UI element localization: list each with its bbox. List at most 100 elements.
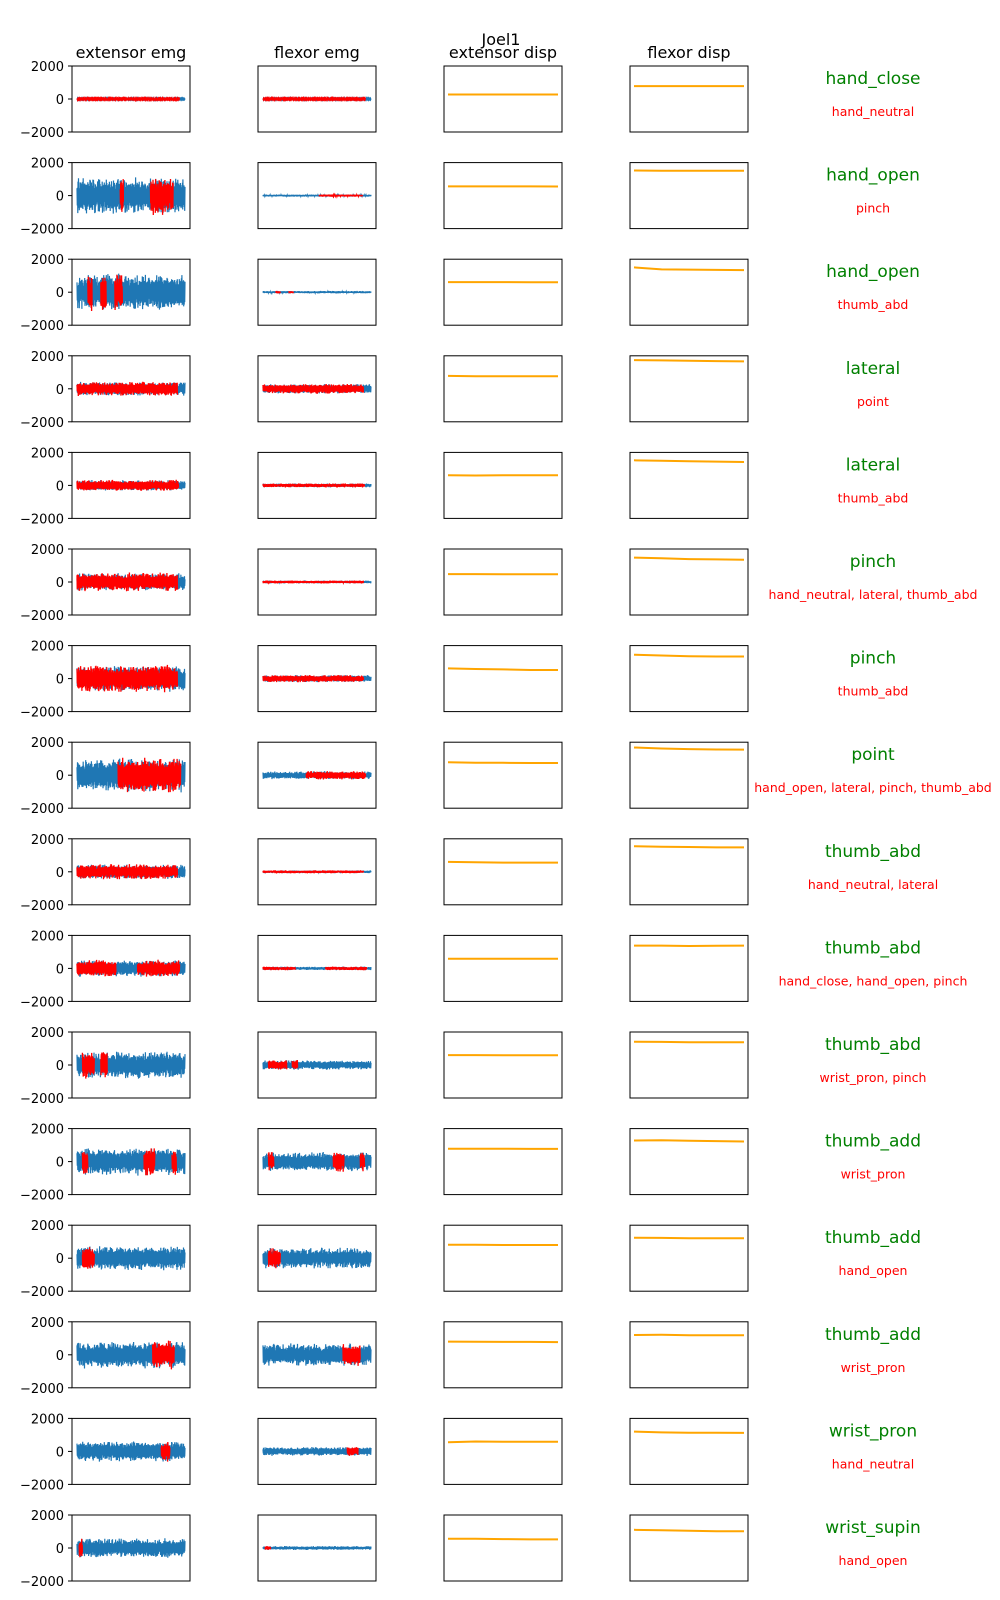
- emg-highlight-line: [262, 95, 367, 103]
- emg-highlight-line: [267, 1060, 288, 1070]
- y-tick-label: −2000: [20, 1575, 64, 1590]
- panel-frame-1: [257, 451, 377, 519]
- displacement-line: [633, 845, 744, 849]
- row-14: 2000 0 −2000 wrist_pron hand_neutral: [20, 1412, 917, 1493]
- y-tick-label: 0: [56, 93, 64, 108]
- emg-highlight-line: [267, 1152, 275, 1171]
- emg-highlight-line: [264, 1546, 272, 1550]
- panel-frame-2: [443, 741, 563, 809]
- y-tick-label: 2000: [31, 640, 64, 655]
- emg-highlight-line: [76, 959, 117, 977]
- gesture-label: hand_open: [826, 166, 920, 186]
- row-4: 2000 0 −2000 lateral thumb_abd: [20, 446, 908, 527]
- confusion-label: hand_neutral, lateral, thumb_abd: [769, 587, 978, 602]
- y-tick-label: 2000: [31, 253, 64, 268]
- gesture-label: wrist_pron: [829, 1421, 917, 1441]
- displacement-line: [447, 860, 558, 864]
- emg-highlight-line: [262, 966, 297, 971]
- panel-frame-0: [71, 934, 191, 1002]
- emg-highlight-line: [114, 274, 124, 311]
- panel-frame-3: [629, 838, 749, 906]
- emg-highlight-line: [136, 959, 181, 977]
- row-15: 2000 0 −2000 wrist_supin hand_open: [20, 1509, 921, 1590]
- emg-signal-line: [262, 1546, 372, 1550]
- emg-highlight-line: [342, 1344, 361, 1366]
- y-tick-label: 0: [56, 576, 64, 591]
- panel-frame-1: [257, 838, 377, 906]
- confusion-label: pinch: [856, 201, 890, 216]
- panel-frame-1: [257, 1514, 377, 1582]
- emg-highlight-line: [81, 1052, 95, 1079]
- emg-signal-line: [76, 1051, 186, 1079]
- y-tick-label: 0: [56, 1542, 64, 1557]
- emg-highlight-line: [81, 1247, 95, 1269]
- panel-frame-2: [443, 1417, 563, 1485]
- y-tick-label: 2000: [31, 446, 64, 461]
- y-tick-label: 2000: [31, 1026, 64, 1041]
- panel-frame-2: [443, 838, 563, 906]
- panel-frame-1: [257, 355, 377, 423]
- confusion-label: hand_neutral: [832, 104, 914, 119]
- confusion-label: wrist_pron, pinch: [820, 1070, 927, 1085]
- panel-frame-2: [443, 258, 563, 326]
- panel-frame-3: [629, 934, 749, 1002]
- emg-highlight-line: [149, 178, 174, 216]
- emg-highlight-line: [359, 1152, 366, 1172]
- panel-frame-0: [71, 548, 191, 616]
- displacement-line: [633, 653, 744, 658]
- confusion-label: wrist_pron: [841, 1360, 906, 1375]
- y-tick-label: 2000: [31, 929, 64, 944]
- panel-frame-3: [629, 258, 749, 326]
- emg-highlight-line: [78, 1538, 84, 1558]
- y-tick-label: 0: [56, 866, 64, 881]
- emg-highlight-line: [332, 1152, 345, 1172]
- emg-highlight-line: [288, 291, 294, 294]
- panel-frame-0: [71, 162, 191, 230]
- emg-highlight-line: [318, 192, 364, 199]
- emg-highlight-line: [275, 290, 281, 294]
- y-tick-label: −2000: [20, 609, 64, 624]
- emg-highlight-line: [117, 757, 182, 793]
- emg-highlight-line: [76, 381, 179, 397]
- emg-highlight-line: [76, 664, 179, 693]
- displacement-line: [633, 1333, 744, 1337]
- confusion-label: point: [857, 394, 889, 409]
- panel-frame-3: [629, 1321, 749, 1389]
- confusion-label: hand_close, hand_open, pinch: [779, 973, 968, 988]
- y-tick-label: 0: [56, 383, 64, 398]
- emg-signal-line: [76, 273, 186, 310]
- panel-frame-2: [443, 1031, 563, 1099]
- panel-frame-3: [629, 1128, 749, 1196]
- emg-highlight-line: [151, 1340, 175, 1370]
- row-7: 2000 0 −2000 point hand_open, lateral, pinch…: [20, 736, 992, 817]
- confusion-label: thumb_abd: [838, 297, 909, 312]
- gesture-label: thumb_abd: [825, 842, 921, 862]
- row-13: 2000 0 −2000 thumb_add wrist_pron: [20, 1316, 921, 1397]
- y-tick-label: 0: [56, 1349, 64, 1364]
- displacement-line: [447, 1440, 558, 1444]
- displacement-line: [448, 1537, 558, 1541]
- panel-frame-2: [443, 645, 563, 713]
- panel-frame-2: [443, 451, 563, 519]
- confusion-label: thumb_abd: [838, 684, 909, 699]
- emg-signal-line: [262, 1247, 372, 1269]
- panel-frame-1: [257, 645, 377, 713]
- panel-frame-1: [257, 548, 377, 616]
- gesture-label: lateral: [846, 455, 900, 475]
- panel-frame-1: [257, 741, 377, 809]
- emg-highlight-line: [262, 383, 365, 394]
- y-tick-label: 2000: [31, 1316, 64, 1331]
- panel-frame-1: [257, 162, 377, 230]
- y-tick-label: −2000: [20, 802, 64, 817]
- panel-frame-3: [629, 162, 749, 230]
- y-tick-label: −2000: [20, 1478, 64, 1493]
- y-tick-label: −2000: [20, 319, 64, 334]
- emg-signal-line: [76, 1246, 186, 1271]
- emg-highlight-line: [87, 276, 93, 312]
- confusion-label: wrist_pron: [841, 1167, 906, 1182]
- emg-highlight-line: [262, 483, 366, 488]
- row-10: 2000 0 −2000 thumb_abd wrist_pron, pinch: [20, 1026, 926, 1107]
- emg-highlight-line: [267, 1248, 281, 1269]
- y-tick-label: −2000: [20, 126, 64, 141]
